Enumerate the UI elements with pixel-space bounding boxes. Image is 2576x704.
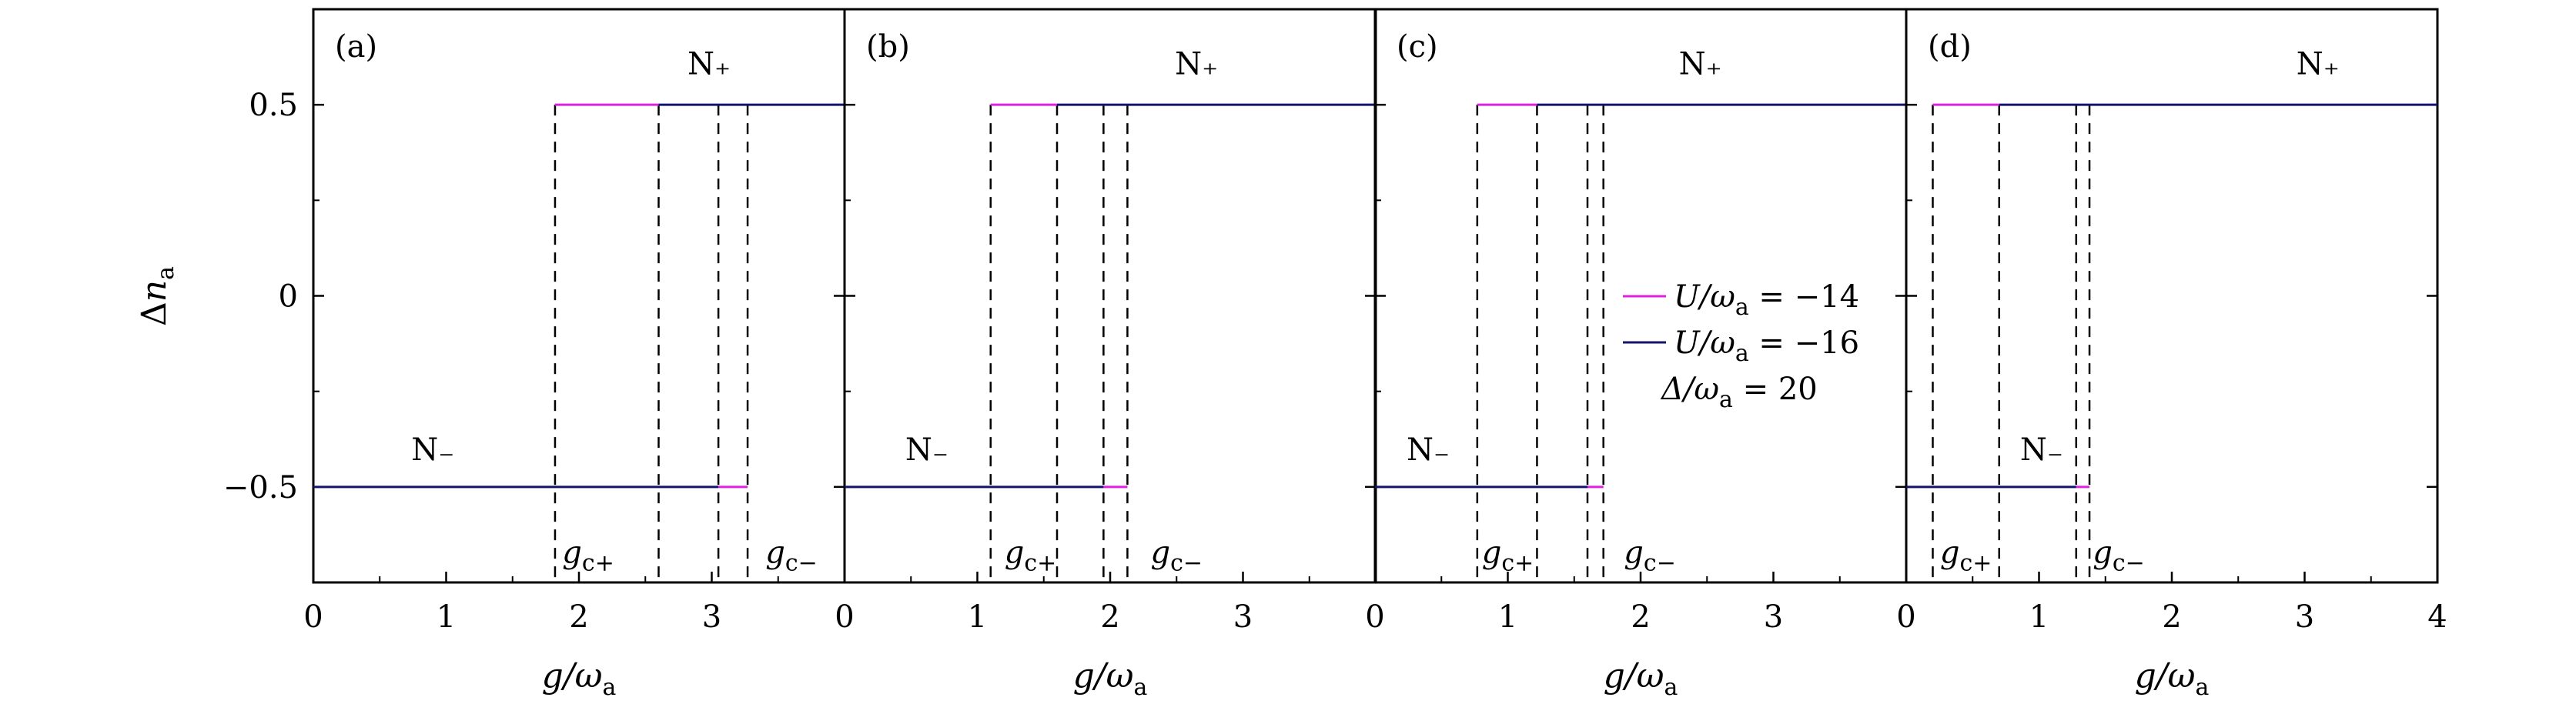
annotation-gc: gc+	[562, 535, 614, 576]
annotation-gc-sub: c+	[1959, 549, 1992, 576]
x-tick-label: 1	[968, 599, 987, 635]
x-axis-label: g/ωa	[1073, 656, 1148, 701]
annotation-gc-sub: c−	[1644, 549, 1676, 576]
annotation-phase: N₊	[1175, 46, 1218, 82]
x-tick-label: 3	[1233, 599, 1253, 635]
legend-extra-sub: a	[1719, 386, 1733, 413]
y-tick-label: 0	[279, 279, 298, 315]
annotation-gc-sub: c−	[1170, 549, 1203, 576]
x-tick-label: 3	[2295, 599, 2314, 635]
x-tick-label: 1	[437, 599, 456, 635]
panel-3: 0 1 2 3 4g/ωa(d) N₊N₋gc+ gc−	[1896, 8, 2447, 701]
annotation-phase: N₊	[687, 46, 731, 82]
x-axis-sub: a	[1133, 674, 1147, 701]
x-axis-label: g/ωa	[542, 656, 617, 701]
annotation-phase: N₋	[905, 432, 948, 468]
legend-label-main: U/ω	[1674, 279, 1735, 315]
x-tick-label: 3	[702, 599, 721, 635]
panel-frame	[312, 8, 846, 584]
x-axis-main: g/ω	[1604, 656, 1664, 696]
y-tick-label: 0.5	[249, 88, 298, 123]
legend-label: U/ωa = −14	[1674, 279, 1859, 321]
x-tick-label: 2	[1100, 599, 1119, 635]
x-axis-sub: a	[1664, 674, 1678, 701]
annotation-phase: N₊	[1679, 46, 1722, 82]
annotation-gc: gc+	[1940, 535, 1992, 576]
x-tick-label: 0	[835, 599, 854, 635]
x-axis-label: g/ωa	[1604, 656, 1678, 701]
panel-label: (b)	[866, 29, 910, 65]
x-tick-label: 2	[569, 599, 588, 635]
x-tick-label: 1	[1498, 599, 1517, 635]
annotation-gc-main: g	[1940, 535, 1960, 570]
legend: U/ωa = −14U/ωa = −16Δ/ωa = 20	[1623, 279, 1859, 413]
annotation-gc-main: g	[1624, 535, 1644, 570]
x-tick-label: 2	[2162, 599, 2181, 635]
panel-label: (c)	[1397, 29, 1438, 65]
x-tick-label: 4	[2427, 599, 2447, 635]
annotation-gc: gc−	[1624, 535, 1676, 576]
legend-label: U/ωa = −16	[1674, 325, 1859, 367]
legend-label-sub: a	[1735, 294, 1749, 321]
annotation-gc-sub: c−	[785, 549, 818, 576]
legend-label-rest: = −14	[1749, 279, 1859, 315]
annotation-gc-main: g	[1150, 535, 1170, 570]
annotation-phase: N₋	[1407, 432, 1450, 468]
annotation-phase: N₋	[411, 432, 454, 468]
annotation-gc-main: g	[562, 535, 582, 570]
x-axis-sub: a	[2195, 674, 2209, 701]
legend-extra-rest: = 20	[1733, 372, 1818, 407]
panel-1: 0 1 2 3g/ωa(b) N₊N₋gc+ gc−	[835, 8, 1377, 701]
annotation-gc-main: g	[2093, 535, 2113, 570]
legend-label-sub: a	[1735, 340, 1749, 367]
x-axis-main: g/ω	[1073, 656, 1134, 696]
panel-0: 0.50−0.50 1 2 3g/ωa(a) N₊N₋gc+ gc−	[223, 8, 846, 701]
annotation-gc-main: g	[1482, 535, 1502, 570]
annotation-gc: gc−	[1150, 535, 1203, 576]
y-tick-label: −0.5	[223, 470, 298, 505]
annotation-gc-main: g	[765, 535, 785, 570]
annotation-gc-sub: c+	[1024, 549, 1056, 576]
y-axis-delta: Δ	[135, 302, 174, 326]
x-tick-label: 3	[1764, 599, 1783, 635]
x-tick-label: 0	[1896, 599, 1915, 635]
x-axis-sub: a	[602, 674, 616, 701]
y-axis-sub: a	[152, 266, 179, 280]
x-tick-label: 0	[1365, 599, 1384, 635]
panel-label: (a)	[335, 29, 377, 65]
legend-extra-main: Δ/ω	[1660, 372, 1719, 407]
x-axis-main: g/ω	[2135, 656, 2196, 696]
legend-label-rest: = −16	[1749, 325, 1859, 361]
panel-label: (d)	[1928, 29, 1972, 65]
x-axis-label: g/ωa	[2135, 656, 2210, 701]
x-tick-label: 0	[303, 599, 323, 635]
annotation-gc: gc−	[2093, 535, 2145, 576]
panel-frame	[843, 8, 1377, 584]
annotation-gc: gc+	[1005, 535, 1057, 576]
annotation-phase: N₋	[2020, 432, 2063, 468]
panels-group: 0.50−0.50 1 2 3g/ωa(a) N₊N₋gc+ gc−0 1 2 3g/ωa(b)…	[223, 8, 2447, 701]
annotation-gc-sub: c+	[1501, 549, 1534, 576]
x-axis-main: g/ω	[542, 656, 603, 696]
annotation-gc: gc+	[1482, 535, 1534, 576]
x-tick-label: 1	[2029, 599, 2049, 635]
annotation-gc-main: g	[1005, 535, 1025, 570]
annotation-gc: gc−	[765, 535, 818, 576]
panel-frame	[1905, 8, 2439, 584]
legend-label-main: U/ω	[1674, 325, 1735, 361]
y-axis-n: n	[135, 280, 174, 302]
annotation-gc-sub: c−	[2113, 549, 2145, 576]
x-tick-label: 2	[1631, 599, 1650, 635]
annotation-phase: N₊	[2297, 46, 2340, 82]
legend-extra-text: Δ/ωa = 20	[1660, 372, 1818, 413]
annotation-gc-sub: c+	[582, 549, 614, 576]
y-axis-label: Δna	[135, 266, 179, 326]
